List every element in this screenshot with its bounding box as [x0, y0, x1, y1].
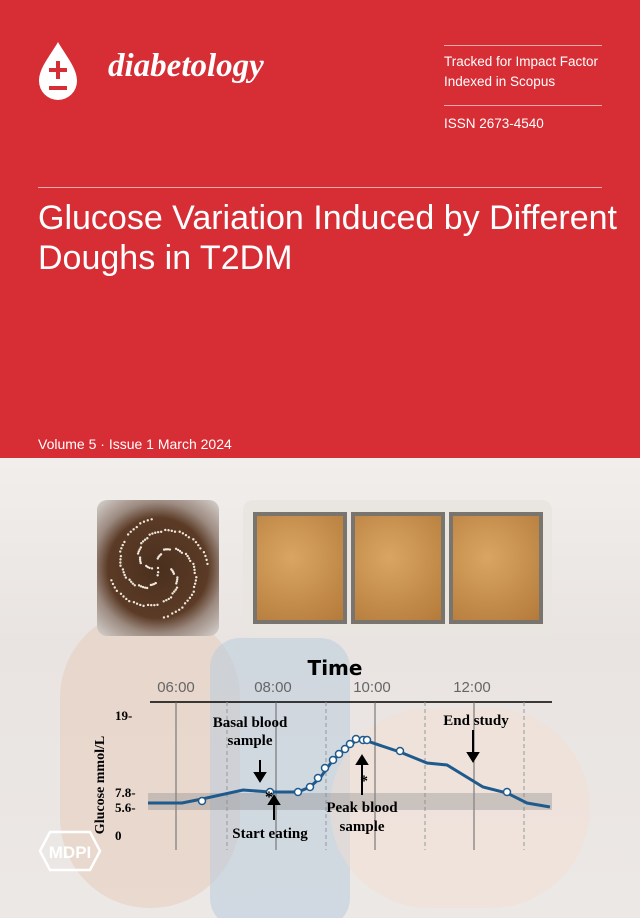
data-point [362, 735, 372, 745]
journal-name: diabetology [108, 48, 264, 84]
data-point [502, 787, 512, 797]
data-point [197, 796, 207, 806]
petri-dish-photo [97, 500, 219, 636]
cover-header: diabetology Tracked for Impact Factor In… [0, 0, 640, 458]
asterisk: * [360, 773, 368, 790]
data-point [320, 763, 330, 773]
issn: ISSN 2673-4540 [444, 116, 544, 131]
data-point [293, 787, 303, 797]
issue-info: Volume 5 · Issue 1 March 2024 [38, 436, 232, 452]
asterisk: * [265, 789, 273, 806]
x-tick: 10:00 [353, 679, 391, 696]
data-point [340, 744, 350, 754]
y-tick: 7.8- [115, 785, 136, 800]
data-point [395, 746, 405, 756]
y-axis-title: Glucose mmol/L [93, 736, 108, 834]
annotation-peak: Peak blood sample [326, 800, 398, 835]
divider [444, 45, 602, 46]
glucose-figure: Time 06:00 08:00 10:00 12:00 Glucose mmo… [93, 656, 552, 850]
svg-text:MDPI: MDPI [49, 843, 92, 862]
divider [38, 187, 602, 188]
annotation-end: End study [443, 713, 509, 729]
mdpi-logo: MDPI [38, 830, 102, 872]
data-point [265, 787, 275, 797]
data-point [305, 782, 315, 792]
divider [444, 105, 602, 106]
cover-image [0, 458, 640, 918]
x-tick: 12:00 [453, 679, 491, 696]
y-tick: 19- [115, 708, 132, 723]
annotation-start: Start eating [232, 826, 308, 842]
tracked-text: Tracked for Impact Factor [444, 54, 599, 69]
annotation-basal: Basal blood sample [213, 715, 288, 749]
data-point [345, 739, 355, 749]
x-tick: 08:00 [254, 679, 292, 696]
data-point [351, 734, 361, 744]
y-tick: 5.6- [115, 800, 136, 815]
x-tick: 06:00 [157, 679, 195, 696]
x-axis-title: Time [308, 656, 363, 680]
indexed-text: Indexed in Scopus [444, 74, 556, 89]
dough-trays-photo [243, 500, 552, 636]
article-title: Glucose Variation Induced by Different D… [38, 199, 617, 277]
data-point [328, 755, 338, 765]
data-point [334, 749, 344, 759]
data-point [313, 773, 323, 783]
blood-drop-plus-minus-icon [39, 42, 77, 100]
y-tick: 0 [115, 828, 122, 843]
